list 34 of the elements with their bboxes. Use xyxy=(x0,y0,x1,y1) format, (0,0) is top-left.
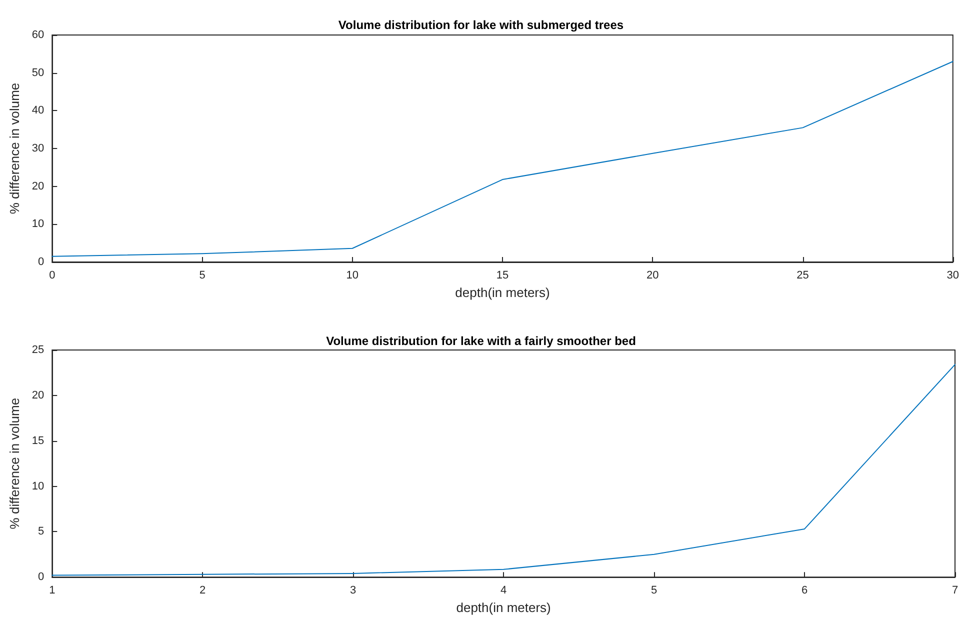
y-tick-label: 0 xyxy=(38,571,44,584)
y-tick-label: 10 xyxy=(32,480,44,492)
x-tick-label: 5 xyxy=(199,270,206,282)
y-tick-label: 10 xyxy=(32,218,44,230)
x-tick-label: 7 xyxy=(952,584,958,597)
x-tick-label: 15 xyxy=(496,270,509,282)
x-tick-label: 30 xyxy=(946,270,960,282)
y-tick-label: 60 xyxy=(32,29,44,41)
y-axis-title: % difference in volume xyxy=(7,398,22,530)
x-axis-title: depth(in meters) xyxy=(455,284,550,300)
x-tick-label: 25 xyxy=(796,270,809,282)
x-tick-label: 2 xyxy=(200,584,206,597)
y-tick-label: 20 xyxy=(32,389,44,402)
line-series xyxy=(52,60,954,257)
y-tick-label: 50 xyxy=(32,66,44,79)
y-tick-label: 5 xyxy=(38,526,44,538)
y-tick-label: 0 xyxy=(38,256,44,268)
y-tick-label: 40 xyxy=(32,104,44,117)
x-tick-label: 5 xyxy=(650,584,658,597)
x-tick-label: 3 xyxy=(350,584,356,597)
x-tick-label: 0 xyxy=(49,270,56,282)
chart-title: Volume distribution for lake with a fairly smoother bed xyxy=(326,334,636,348)
x-tick-label: 4 xyxy=(500,584,507,597)
x-tick-label: 6 xyxy=(801,584,808,597)
x-tick-label: 20 xyxy=(646,270,659,282)
x-axis-title: depth(in meters) xyxy=(456,600,551,615)
x-tick-label: 1 xyxy=(49,584,56,597)
y-tick-label: 25 xyxy=(32,344,44,356)
y-tick-label: 20 xyxy=(32,180,44,192)
chart-title: Volume distribution for lake with submerged trees xyxy=(338,18,624,32)
y-axis-title: % difference in volume xyxy=(7,82,22,214)
x-tick-label: 10 xyxy=(346,270,359,282)
y-tick-label: 30 xyxy=(32,142,44,154)
y-tick-label: 15 xyxy=(32,434,44,447)
